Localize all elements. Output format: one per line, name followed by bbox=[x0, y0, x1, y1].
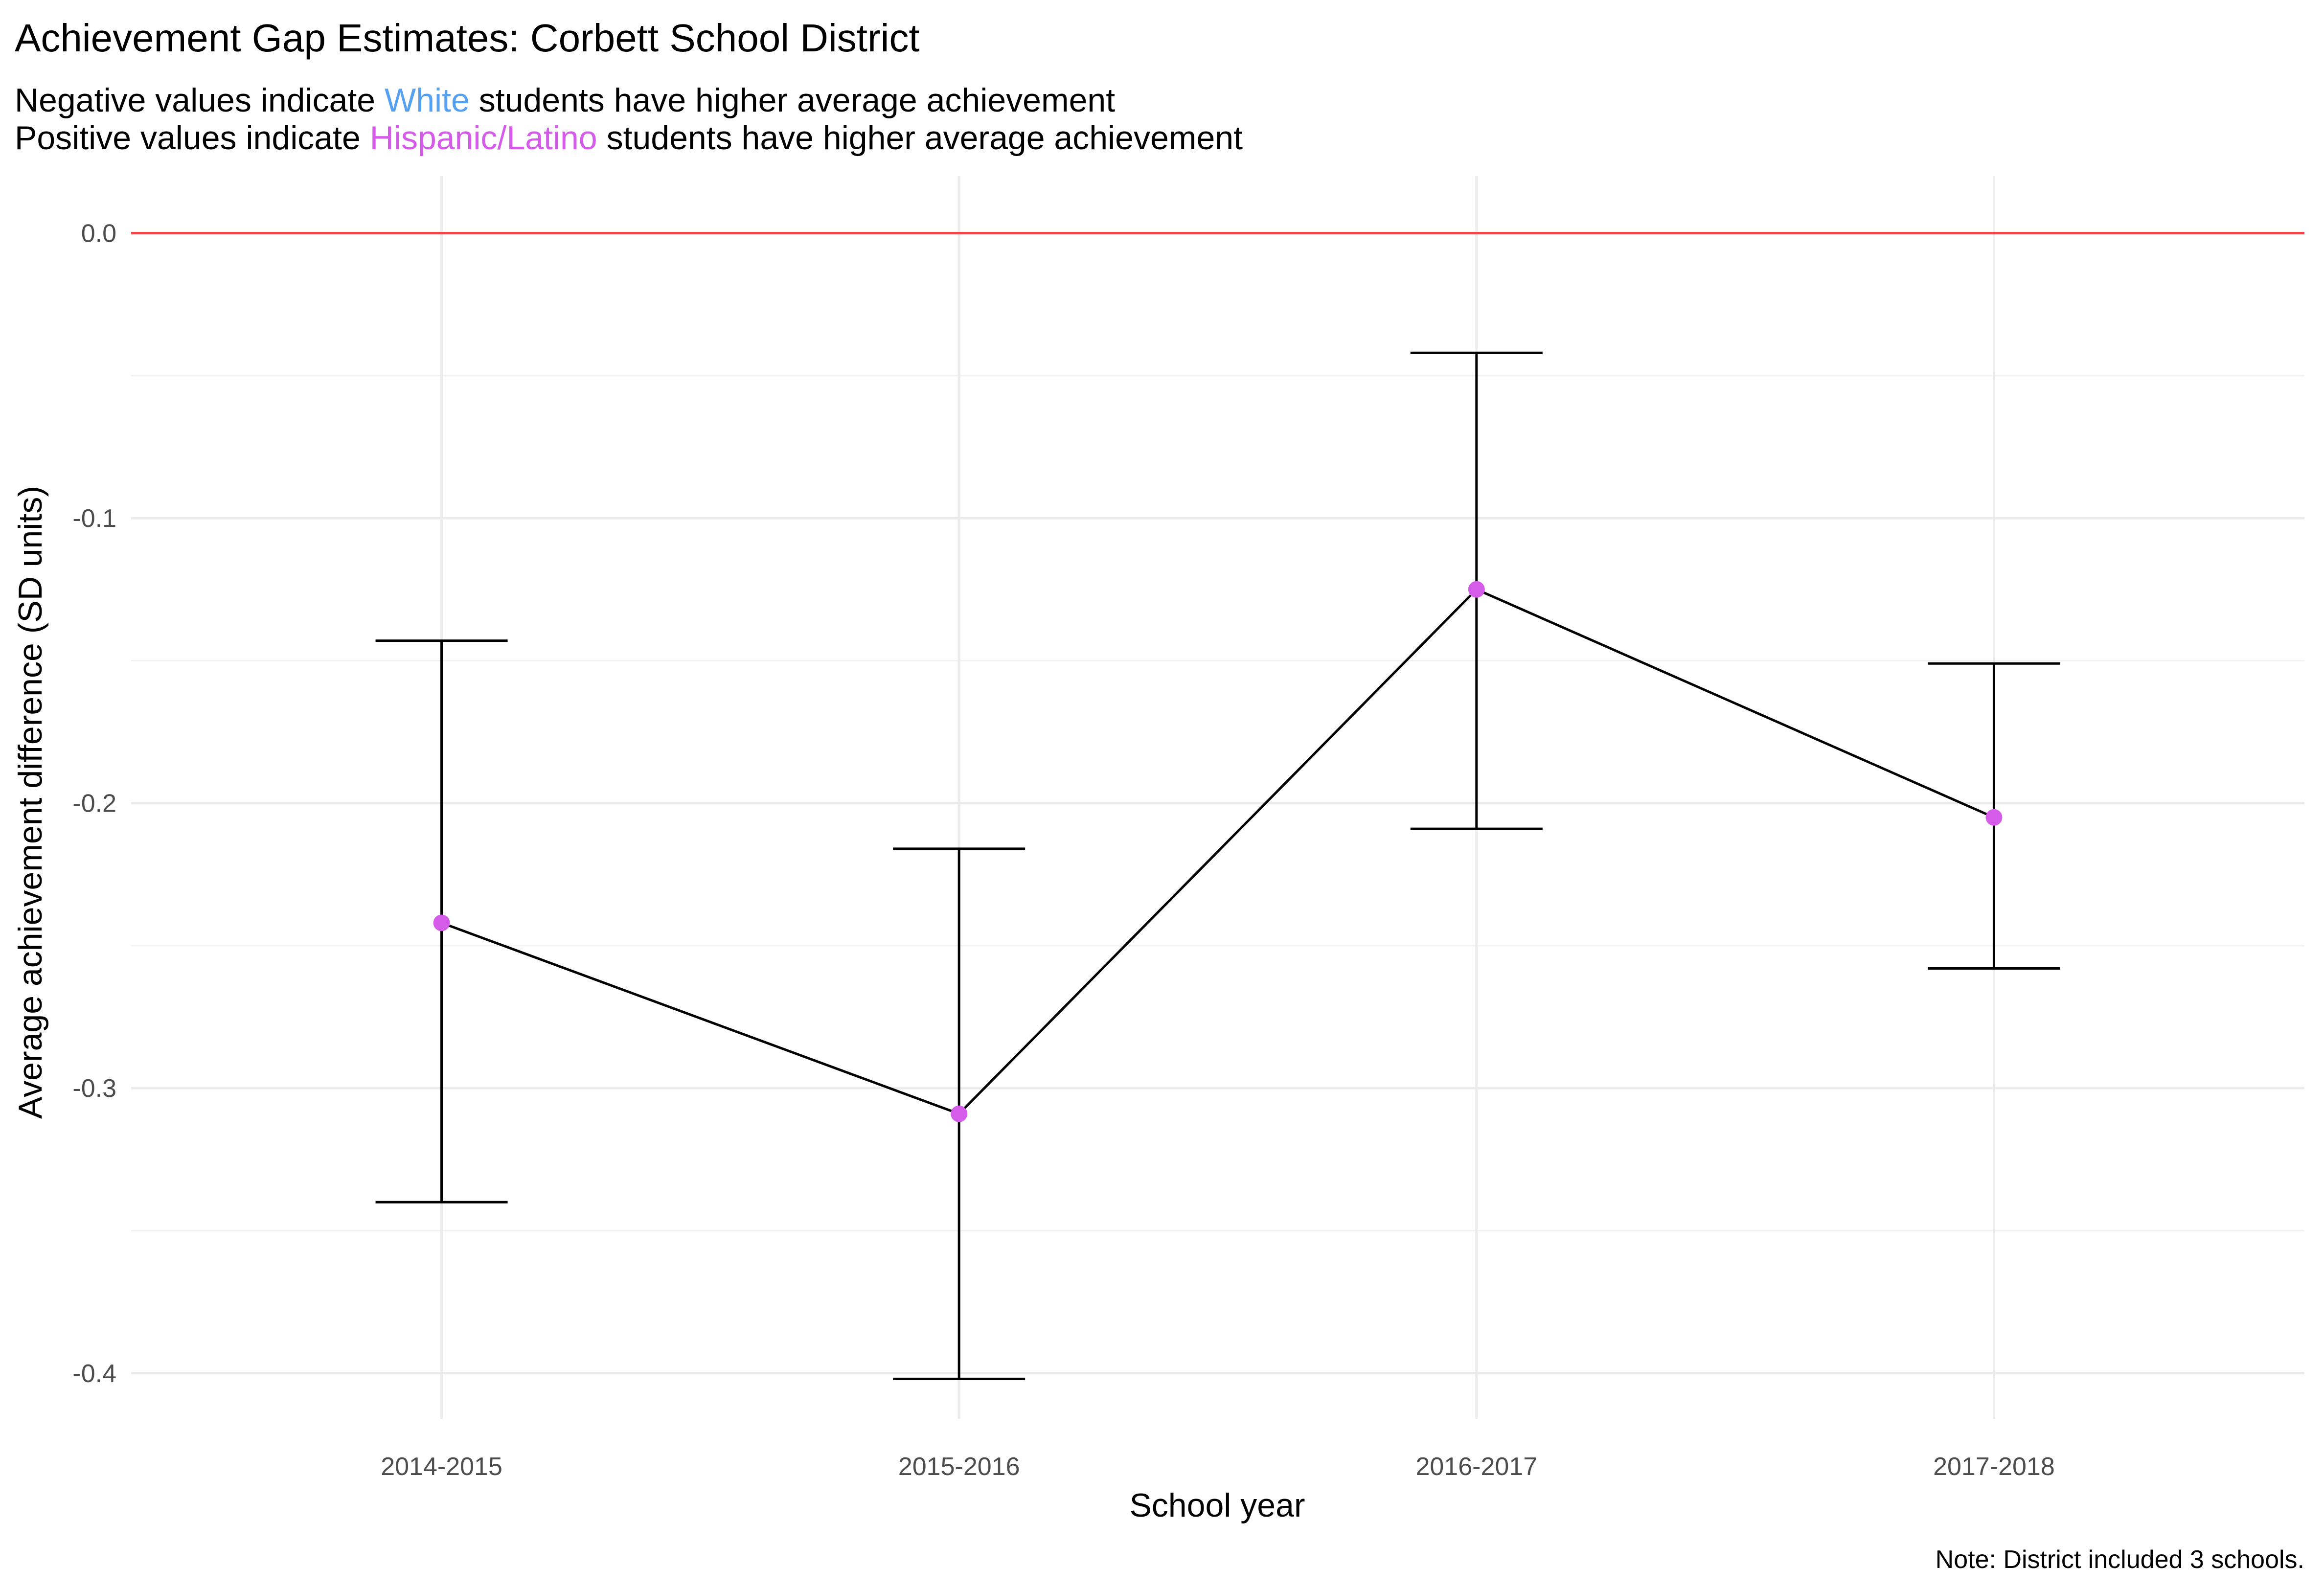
subtitle-1-before: Negative values indicate bbox=[15, 82, 385, 119]
grid-major bbox=[131, 176, 2304, 1419]
chart-subtitle-line-1: Negative values indicate White students … bbox=[15, 82, 1115, 119]
subtitle-1-after: students have higher average achievement bbox=[470, 82, 1115, 119]
data-point bbox=[433, 914, 450, 931]
chart-subtitle-line-2: Positive values indicate Hispanic/Latino… bbox=[15, 119, 1243, 157]
y-tick-label: -0.3 bbox=[72, 1074, 116, 1103]
subtitle-2-after: students have higher average achievement bbox=[597, 119, 1243, 157]
error-bars bbox=[375, 351, 2060, 1380]
y-tick-labels: 0.0 -0.1 -0.2 -0.3 -0.4 bbox=[72, 220, 116, 1388]
x-tick-label: 2016-2017 bbox=[1415, 1453, 1537, 1481]
chart-title: Achievement Gap Estimates: Corbett Schoo… bbox=[15, 16, 920, 60]
y-tick-label: -0.2 bbox=[72, 790, 116, 818]
x-axis-title: School year bbox=[1129, 1487, 1305, 1524]
chart-caption: Note: District included 3 schools. bbox=[1936, 1545, 2304, 1574]
x-tick-label: 2015-2016 bbox=[898, 1453, 1020, 1481]
grid-minor bbox=[131, 375, 2304, 1232]
data-points bbox=[433, 581, 2003, 1122]
x-tick-label: 2017-2018 bbox=[1933, 1453, 2055, 1481]
y-tick-label: -0.4 bbox=[72, 1360, 116, 1388]
x-tick-labels: 2014-2015 2015-2016 2016-2017 2017-2018 bbox=[381, 1453, 2055, 1481]
subtitle-2-before: Positive values indicate bbox=[15, 119, 370, 157]
data-point bbox=[1468, 581, 1485, 598]
y-tick-label: -0.1 bbox=[72, 504, 116, 533]
subtitle-1-highlight: White bbox=[385, 82, 470, 119]
data-point bbox=[951, 1105, 968, 1122]
series-line bbox=[441, 588, 1995, 1115]
y-axis-title: Average achievement difference (SD units… bbox=[12, 486, 49, 1119]
y-tick-label: 0.0 bbox=[81, 220, 116, 248]
x-tick-label: 2014-2015 bbox=[381, 1453, 502, 1481]
subtitle-2-highlight: Hispanic/Latino bbox=[370, 119, 597, 157]
data-point bbox=[1985, 809, 2003, 826]
